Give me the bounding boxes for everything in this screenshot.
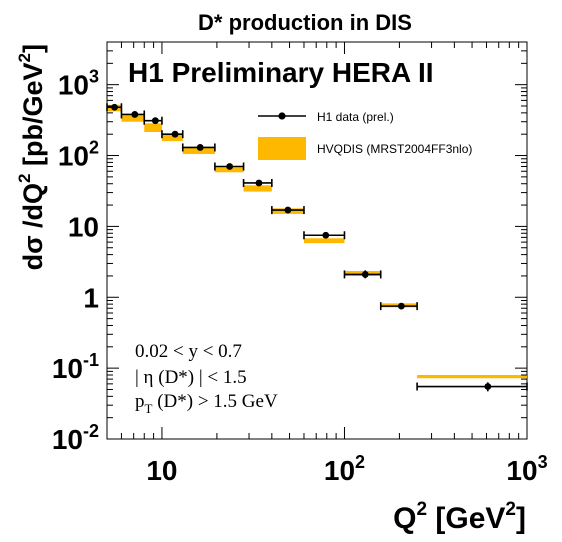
- y-tick-label: 10-1: [52, 350, 99, 384]
- cut-annotations: 0.02 < y < 0.7 | η (D*) | < 1.5 pT (D*) > …: [135, 341, 278, 416]
- axis-tick-labels: 10 102 103 10-2 10-1 1 10 102 103: [52, 67, 548, 486]
- legend-swatch: [258, 137, 306, 160]
- data-point: [416, 382, 528, 392]
- y-tick-label: 102: [58, 138, 99, 172]
- data-point: [181, 143, 216, 152]
- y-tick-label: 10: [68, 211, 99, 242]
- x-tick-label: 102: [324, 452, 365, 486]
- theory-band-bin: [182, 147, 215, 155]
- theory-band-bin: [161, 134, 183, 142]
- legend-item-data: H1 data (prel.): [258, 110, 394, 124]
- data-point: [303, 231, 346, 240]
- preliminary-label: H1 Preliminary HERA II: [128, 57, 434, 88]
- y-tick-label: 1: [83, 282, 99, 313]
- data-point: [343, 270, 382, 279]
- theory-band-bin: [243, 185, 272, 192]
- data-marker: [484, 383, 492, 390]
- data-points: [106, 103, 528, 392]
- legend-marker: [278, 112, 286, 120]
- data-marker: [322, 231, 330, 239]
- data-marker: [397, 302, 405, 310]
- data-marker: [361, 271, 369, 278]
- data-point: [161, 130, 184, 139]
- x-tick-label: 10: [146, 455, 177, 486]
- x-axis-label: Q2 [GeV2]: [393, 499, 526, 535]
- theory-band-bin: [417, 375, 527, 379]
- annotation-line: | η (D*) | < 1.5: [135, 367, 247, 388]
- plot-frame: [106, 41, 528, 440]
- legend-label: HVQDIS (MRST2004FF3nlo): [317, 142, 472, 156]
- axis-ticks: [106, 41, 528, 440]
- data-point: [271, 206, 305, 215]
- legend-label: H1 data (prel.): [317, 110, 394, 124]
- y-axis-label: dσ /dQ2 [pb/GeV2]: [15, 44, 48, 270]
- legend-item-band: HVQDIS (MRST2004FF3nlo): [258, 137, 472, 160]
- legend: H1 data (prel.) HVQDIS (MRST2004FF3nlo): [258, 110, 472, 160]
- y-tick-label: 10-2: [52, 421, 99, 455]
- data-marker: [111, 103, 118, 111]
- data-point: [242, 178, 273, 187]
- chart-title: D* production in DIS: [198, 10, 412, 35]
- theory-band-bin: [303, 238, 345, 244]
- data-marker: [196, 144, 204, 151]
- theory-band-bin: [121, 115, 145, 122]
- data-point: [214, 162, 245, 171]
- data-marker: [131, 111, 139, 118]
- data-marker: [226, 163, 234, 170]
- data-point: [143, 116, 163, 125]
- data-point: [379, 302, 418, 311]
- y-tick-label: 103: [58, 67, 99, 101]
- x-tick-label: 103: [506, 452, 547, 486]
- theory-band-bin: [144, 123, 162, 132]
- annotation-line: pT (D*) > 1.5 GeV: [135, 391, 278, 416]
- annotation-line: 0.02 < y < 0.7: [135, 341, 242, 362]
- data-marker: [151, 117, 159, 125]
- data-marker: [171, 130, 179, 138]
- data-marker: [284, 206, 292, 214]
- data-marker: [255, 179, 263, 187]
